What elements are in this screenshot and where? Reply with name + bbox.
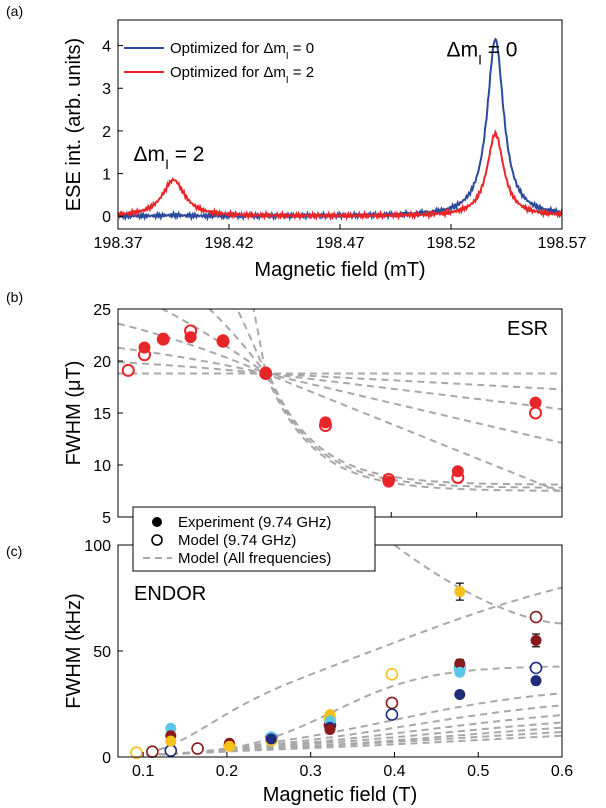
model-point-b [529, 406, 543, 420]
plot-frame-b [117, 308, 563, 518]
legend-marker-experiment [152, 517, 162, 527]
experiment-point-c [454, 666, 466, 678]
legend-label-dm2: Optimized for ΔmI = 2 [170, 64, 314, 86]
x-tick-label-a: 198.52 [427, 235, 476, 252]
model-point-c [164, 744, 178, 757]
x-tick-label-c: 0.3 [300, 763, 322, 780]
x-tick-label-a: 198.42 [205, 235, 254, 252]
experiment-point-b [184, 331, 197, 344]
y-tick-label-c: 100 [84, 538, 111, 555]
legend-box-c [132, 506, 376, 572]
y-tick-label-c: 0 [102, 750, 111, 767]
experiment-point-c [530, 675, 542, 687]
model-point-c [385, 708, 399, 721]
model-point-c [385, 696, 399, 710]
series-line-dm0 [118, 37, 562, 222]
model-curve-b [118, 322, 562, 444]
model-curve-b [236, 309, 562, 489]
y-tick-label-b: 25 [93, 302, 111, 319]
y-axis-label-c: FWHM (kHz) [63, 593, 85, 709]
y-tick-label-b: 10 [93, 458, 111, 475]
experiment-point-b [451, 465, 464, 478]
model-curve-b [118, 346, 562, 411]
x-tick-label-c: 0.2 [216, 763, 238, 780]
experiment-point-b [259, 366, 272, 379]
model-point-c [385, 668, 399, 681]
model-point-c [529, 661, 543, 675]
x-tick-label-c: 0.1 [132, 763, 154, 780]
annotation-esr: ESR [507, 318, 548, 340]
experiment-point-c [223, 740, 235, 752]
model-curve-b [207, 309, 562, 486]
experiment-point-b [217, 334, 230, 347]
model-point-c [146, 745, 159, 759]
y-tick-label-b: 15 [93, 406, 111, 423]
legend-marker-model [151, 534, 163, 546]
model-point-b [121, 363, 135, 377]
x-tick-label-c: 0.6 [551, 763, 573, 780]
panel-label-c: (c) [6, 543, 22, 559]
experiment-point-b [382, 475, 395, 488]
experiment-point-c [454, 688, 466, 700]
model-curve-c [134, 586, 562, 756]
experiment-point-c [530, 634, 542, 646]
x-tick-label-c: 0.4 [383, 763, 405, 780]
y-axis-label-a: ESE int. (arb. units) [63, 38, 85, 211]
experiment-point-c [324, 723, 336, 735]
annotation-endor: ENDOR [134, 583, 206, 605]
x-axis-label-c: Magnetic field (T) [263, 784, 418, 806]
model-curve-b [118, 361, 562, 391]
model-point-c [529, 610, 543, 624]
annotation-dm2: ΔmI = 2 [134, 143, 205, 172]
model-curve-c [134, 665, 562, 756]
experiment-point-b [157, 333, 170, 346]
x-axis-label-a: Magnetic field (mT) [254, 259, 425, 281]
experiment-point-b [138, 341, 151, 354]
x-tick-label-a: 198.37 [94, 235, 143, 252]
series-line-dm2 [118, 128, 562, 222]
experiment-point-c [165, 735, 177, 747]
y-tick-label-a: 1 [102, 167, 111, 184]
y-tick-label-a: 3 [102, 81, 111, 98]
y-tick-label-a: 0 [102, 209, 111, 226]
annotation-dm0: ΔmI = 0 [447, 38, 518, 66]
legend-label-model-all: Model (All frequencies) [178, 550, 331, 567]
legend-label-dm0: Optimized for ΔmI = 0 [170, 40, 314, 62]
experiment-point-c [265, 733, 277, 745]
model-curve-c [134, 692, 562, 756]
model-point-c [191, 742, 204, 755]
plot-frame-c [117, 544, 563, 758]
model-point-c [130, 746, 143, 760]
panel-label-b: (b) [6, 289, 23, 305]
legend-label-model: Model (9.74 GHz) [178, 532, 296, 549]
experiment-point-c [454, 586, 466, 598]
y-tick-label-c: 50 [93, 644, 111, 661]
y-axis-label-b: FWHM (μT) [63, 361, 85, 466]
y-tick-label-a: 2 [102, 124, 111, 141]
y-tick-label-b: 20 [93, 354, 111, 371]
x-tick-label-a: 198.57 [538, 235, 587, 252]
model-curve-b [160, 309, 562, 494]
experiment-point-b [529, 396, 542, 409]
x-tick-label-a: 198.47 [316, 235, 365, 252]
legend-label-experiment: Experiment (9.74 GHz) [178, 514, 331, 531]
model-curve-b [252, 309, 562, 492]
y-tick-label-b: 5 [102, 510, 111, 527]
panel-label-a: (a) [6, 3, 23, 19]
x-tick-label-c: 0.5 [467, 763, 489, 780]
y-tick-label-a: 4 [102, 39, 111, 56]
experiment-point-b [319, 416, 332, 429]
